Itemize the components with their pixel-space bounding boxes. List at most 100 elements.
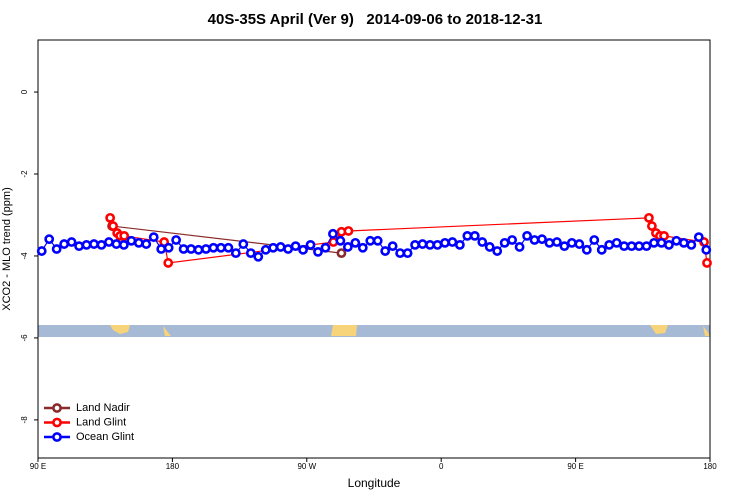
point [89,239,99,249]
point [656,237,667,248]
point [537,234,547,245]
point [544,237,555,248]
point [678,237,689,248]
point [335,235,346,246]
point [328,228,338,239]
point [133,237,144,248]
point [432,240,443,250]
point [589,235,600,245]
point [156,244,167,254]
x-axis-label: Longitude [348,476,401,490]
point [611,237,622,248]
point [36,246,47,256]
land-shape [110,325,130,334]
point [647,221,657,231]
point [507,235,518,245]
land-shape [163,326,171,336]
y-tick-label: -2 [20,170,29,178]
point [216,242,226,253]
point [372,235,383,246]
point [193,244,204,255]
point [499,237,510,248]
point [283,244,294,254]
point [649,237,659,248]
point [552,237,562,247]
point [230,248,241,258]
point [462,230,473,241]
point [492,246,503,256]
point [634,241,644,252]
point [59,239,70,249]
point [119,230,130,241]
point [260,244,271,255]
x-tick-label: 180 [703,462,717,471]
point [320,242,331,253]
land-shape [703,326,710,336]
point [357,242,368,253]
point [581,244,592,255]
point [253,251,264,262]
point [440,237,450,248]
ocean-band [38,325,710,337]
land-shape [331,325,357,336]
legend-marker [52,432,62,442]
point [701,244,712,255]
point [522,230,532,241]
point [477,237,488,247]
point [484,242,495,252]
point [126,235,137,246]
point [298,244,308,255]
point [108,221,119,231]
point [641,241,652,252]
point [268,242,279,253]
point [275,242,286,252]
point [66,237,77,247]
legend-label: Land Nadir [76,402,130,414]
point [290,241,301,252]
point [81,240,92,250]
legend-label: Ocean Glint [76,431,134,443]
point [425,240,435,250]
point [186,244,196,254]
point [395,248,406,258]
point [693,232,704,243]
point [604,240,615,250]
point [566,237,577,248]
point [410,240,420,250]
point [178,244,189,254]
point [163,242,174,253]
point [74,241,84,252]
point [417,239,428,249]
x-tick-label: 90 E [30,462,46,471]
point [574,239,585,249]
point [529,235,540,245]
point [402,248,413,258]
point [141,239,152,249]
point [469,230,480,241]
land-shape [650,325,668,334]
point [671,235,682,246]
legend-label: Land Glint [76,416,126,428]
point [686,240,697,250]
y-tick-label: -4 [20,252,29,260]
point [664,240,674,250]
point [44,234,55,245]
point [380,246,391,256]
point [96,240,107,250]
point [619,241,630,252]
point [148,232,159,243]
point [350,237,361,248]
point [342,242,353,252]
point [111,239,122,249]
point [596,244,607,255]
point [305,240,316,250]
legend-marker [52,403,62,413]
x-tick-label: 90 E [567,462,583,471]
point [626,241,637,252]
land-strip [38,325,710,337]
y-tick-label: -6 [20,334,29,342]
legend: Land Nadir Land Glint Ocean Glint [44,402,134,443]
point [104,237,114,247]
point [454,240,465,250]
